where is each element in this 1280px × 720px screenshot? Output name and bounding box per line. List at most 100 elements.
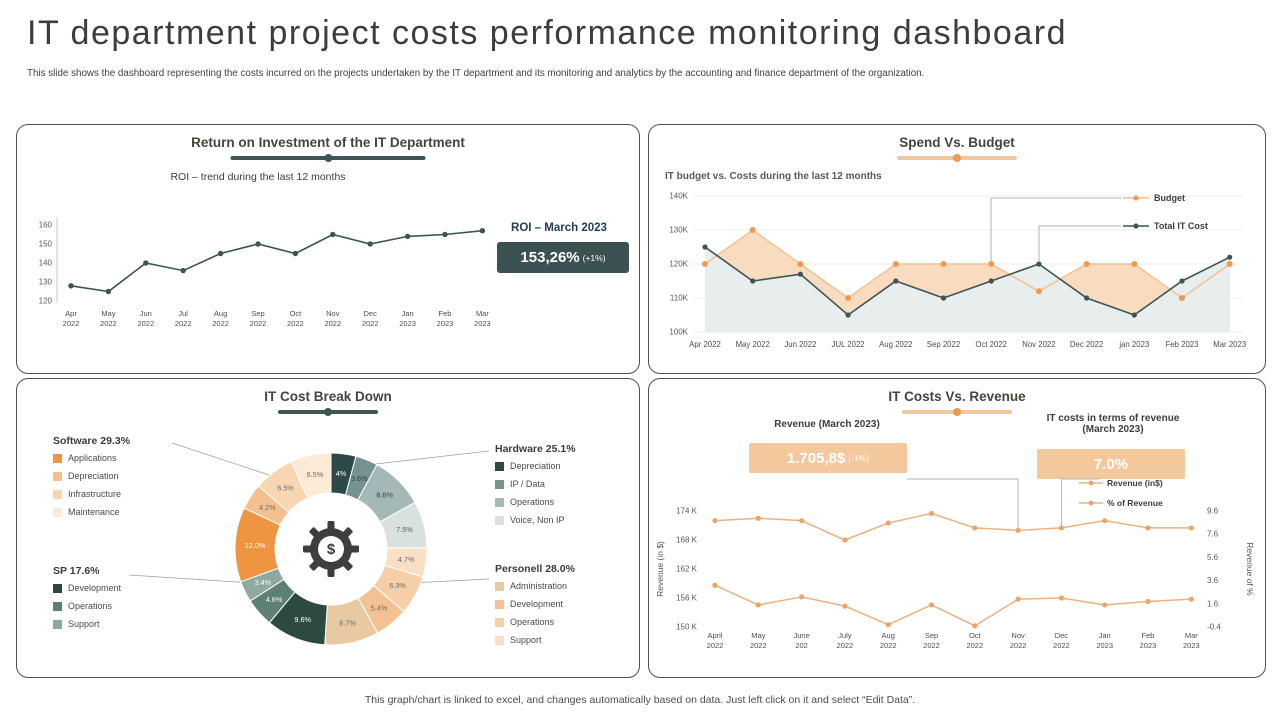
svg-text:7.6: 7.6 [1207, 530, 1219, 539]
svg-text:Dec: Dec [364, 309, 378, 318]
svg-text:2022: 2022 [63, 319, 80, 328]
svg-text:% of Revenue: % of Revenue [1107, 498, 1163, 508]
legend-item: IP / Data [495, 479, 645, 489]
legend-label: Administration [510, 581, 568, 591]
roi-title: Return on Investment of the IT Departmen… [191, 135, 465, 150]
svg-text:2022: 2022 [287, 319, 304, 328]
svg-text:162 K: 162 K [676, 565, 698, 574]
svg-text:100K: 100K [669, 328, 688, 337]
legend-item: Maintenance [53, 507, 203, 517]
svg-text:Aug: Aug [882, 631, 895, 640]
svg-text:3.6: 3.6 [1207, 576, 1219, 585]
svg-text:Jul: Jul [178, 309, 188, 318]
it-cost-pct-callout-value: 7.0% [1093, 455, 1129, 473]
svg-text:120K: 120K [669, 260, 688, 269]
revenue-callout-delta: (-1%) [848, 453, 870, 463]
svg-text:2022: 2022 [137, 319, 154, 328]
legend-item: Operations [495, 617, 645, 627]
legend-swatch [53, 583, 62, 593]
legend-label: IP / Data [510, 479, 545, 489]
it-cost-pct-callout-label: IT costs in terms of revenue (March 2023… [1046, 413, 1180, 435]
svg-text:1.6: 1.6 [1207, 599, 1219, 608]
legend-label: Support [510, 635, 542, 645]
roi-line-chart[interactable]: 160150140130120Apr2022May2022Jun2022Jul2… [27, 195, 507, 335]
svg-text:Sep 2022: Sep 2022 [927, 340, 960, 349]
breakdown-group-title: SP 17.6% [53, 565, 100, 577]
svg-text:2022: 2022 [324, 319, 341, 328]
page-subtitle: This slide shows the dashboard represent… [27, 68, 925, 79]
legend-label: Support [68, 619, 100, 629]
svg-text:Aug: Aug [214, 309, 227, 318]
panel-roi: Return on Investment of the IT Departmen… [16, 124, 640, 374]
svg-text:2022: 2022 [175, 319, 192, 328]
svg-text:Jan: Jan [1099, 631, 1111, 640]
svg-text:4.6%: 4.6% [266, 595, 283, 604]
legend-label: Operations [68, 601, 113, 611]
svg-text:2022: 2022 [837, 641, 854, 650]
legend-swatch [495, 479, 504, 489]
svg-text:110K: 110K [670, 294, 689, 303]
breakdown-group-title: Hardware 25.1% [495, 443, 576, 455]
svg-text:Apr: Apr [65, 309, 77, 318]
svg-text:9.6: 9.6 [1207, 507, 1219, 516]
svg-text:130: 130 [39, 278, 53, 287]
legend-item: Infrastructure [53, 489, 203, 499]
panel-spend-vs-budget: Spend Vs. Budget IT budget vs. Costs dur… [648, 124, 1266, 374]
svg-text:May: May [101, 309, 115, 318]
svg-text:2022: 2022 [880, 641, 897, 650]
svg-text:Apr 2022: Apr 2022 [689, 340, 721, 349]
svg-text:Jun 2022: Jun 2022 [784, 340, 816, 349]
revenue-title: IT Costs Vs. Revenue [888, 389, 1026, 404]
svg-text:8.7%: 8.7% [339, 619, 356, 628]
svg-text:Jan: Jan [402, 309, 414, 318]
legend-item: Development [495, 599, 645, 609]
breakdown-title-underline [278, 410, 378, 414]
svg-text:12.0%: 12.0% [245, 541, 266, 550]
svg-text:Mar: Mar [476, 309, 489, 318]
roi-callout-delta: (+1%) [582, 252, 606, 263]
svg-text:2022: 2022 [923, 641, 940, 650]
roi-callout-value-box: 153,26% (+1%) [497, 242, 629, 273]
svg-text:168 K: 168 K [676, 536, 698, 545]
svg-text:4%: 4% [336, 469, 347, 478]
spend-title-underline [897, 156, 1017, 160]
svg-text:Feb 2023: Feb 2023 [1166, 340, 1199, 349]
svg-text:156 K: 156 K [676, 594, 698, 603]
svg-text:-0.4: -0.4 [1207, 623, 1221, 632]
svg-text:Jun: Jun [140, 309, 152, 318]
svg-text:2023: 2023 [1096, 641, 1113, 650]
svg-text:Sep: Sep [251, 309, 264, 318]
svg-text:$: $ [327, 541, 336, 558]
legend-label: Infrastructure [68, 489, 122, 499]
svg-text:4.7%: 4.7% [398, 555, 415, 564]
roi-callout-label: ROI – March 2023 [511, 222, 607, 234]
spend-subtitle: IT budget vs. Costs during the last 12 m… [665, 171, 882, 182]
svg-text:5.6: 5.6 [1207, 553, 1219, 562]
breakdown-title: IT Cost Break Down [264, 389, 392, 404]
legend-swatch [495, 461, 504, 471]
legend-swatch [495, 497, 504, 507]
svg-text:Aug 2022: Aug 2022 [879, 340, 912, 349]
svg-text:9.6%: 9.6% [294, 615, 311, 624]
svg-text:Nov 2022: Nov 2022 [1022, 340, 1055, 349]
page-title: IT department project costs performance … [27, 14, 1067, 52]
legend-label: Depreciation [68, 471, 119, 481]
cost-breakdown-donut-chart[interactable]: 4% 3.6% 8.6% 7.5% 4.7% 6.3% 5.4% 8.7% 9.6% 4.6% 3.… [231, 449, 431, 649]
svg-text:Revenue of %: Revenue of % [1245, 542, 1255, 596]
legend-swatch [495, 515, 504, 525]
svg-text:2022: 2022 [750, 641, 767, 650]
svg-text:Feb: Feb [1142, 631, 1155, 640]
svg-text:174 K: 174 K [676, 507, 698, 516]
costs-vs-revenue-line-chart[interactable]: 174 K 168 K 162 K 156 K 150 K 9.6 7.6 5.6 3.6 1.6… [651, 475, 1259, 671]
svg-text:3.6%: 3.6% [351, 474, 368, 483]
svg-text:140K: 140K [669, 192, 688, 201]
svg-text:120: 120 [39, 297, 53, 306]
svg-text:Nov: Nov [1011, 631, 1025, 640]
legend-item: Applications [53, 453, 203, 463]
footer-note: This graph/chart is linked to excel, and… [364, 694, 916, 706]
svg-text:2022: 2022 [212, 319, 229, 328]
legend-swatch [53, 507, 62, 517]
legend-label: Development [68, 583, 122, 593]
